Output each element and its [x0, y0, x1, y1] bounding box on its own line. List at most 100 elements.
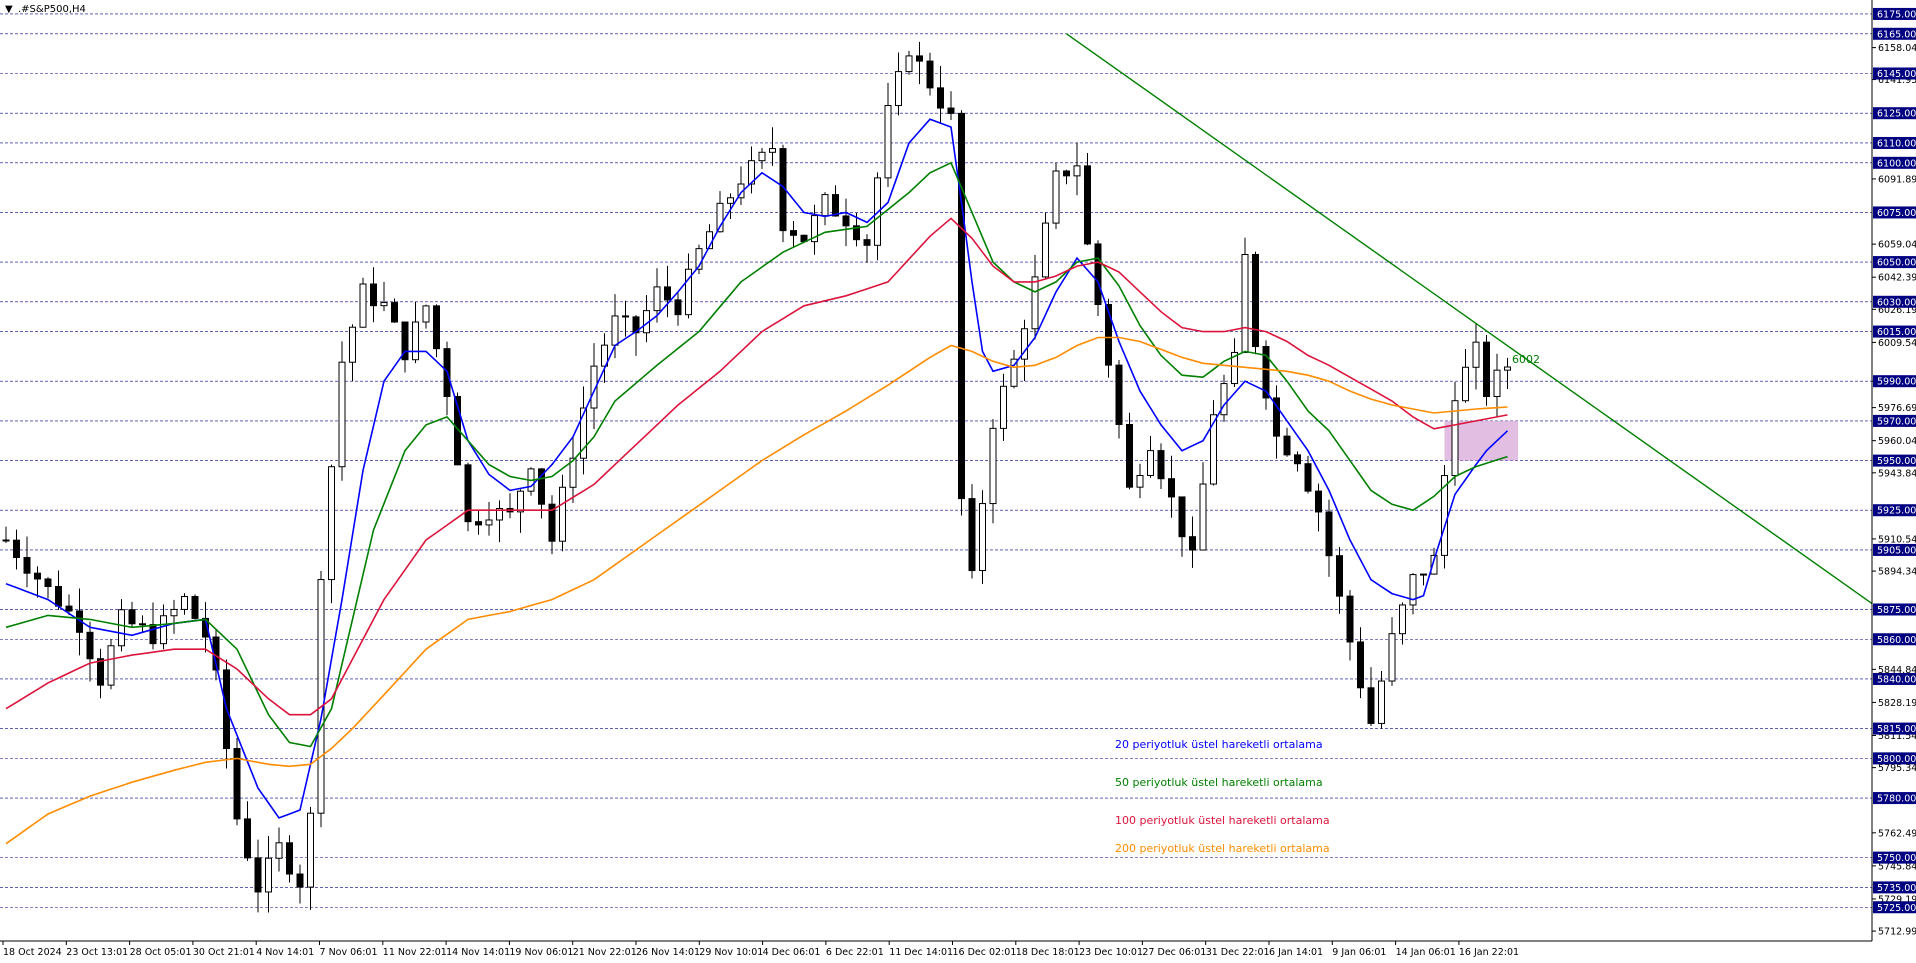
- level-badge-label: 6125.00: [1877, 109, 1916, 120]
- level-badge: [1873, 295, 1916, 308]
- price-tick-label: 5943.84: [1878, 468, 1916, 479]
- candle-bear: [1063, 170, 1070, 177]
- candle-bear: [86, 631, 94, 660]
- candle-bull: [653, 286, 661, 312]
- candle-bull: [359, 283, 367, 328]
- level-badge: [1873, 107, 1916, 120]
- candle-bull: [380, 302, 388, 307]
- level-badge: [1873, 901, 1916, 914]
- candle-bull: [716, 202, 724, 233]
- level-badge-label: 5875.00: [1877, 605, 1916, 616]
- candle-bear: [538, 468, 545, 505]
- level-badge: [1873, 633, 1916, 646]
- candle-bear: [1483, 341, 1490, 398]
- candle-bull: [181, 596, 188, 610]
- candle-bull: [265, 857, 272, 893]
- price-tick-label: 5828.19: [1878, 698, 1916, 709]
- candle-bear: [464, 464, 472, 523]
- candle-bull: [307, 812, 314, 888]
- level-badge: [1873, 206, 1916, 219]
- level-badge-label: 5925.00: [1877, 506, 1916, 517]
- moving-average-layer: [5, 118, 1509, 845]
- candle-bear: [233, 748, 241, 820]
- candle-bear: [1157, 450, 1165, 480]
- price-tick-label: 5795.34: [1878, 763, 1916, 774]
- candle-bear: [1283, 435, 1291, 456]
- candle-bull: [1210, 414, 1217, 485]
- candle-bull: [758, 151, 766, 162]
- level-badge: [1873, 792, 1916, 805]
- candle-bear: [401, 321, 409, 361]
- candle-bull: [1031, 276, 1039, 330]
- candle-bull: [685, 268, 692, 316]
- candle-bull: [601, 344, 608, 367]
- candle-bull: [1420, 573, 1427, 576]
- time-tick-label: 30 Oct 21:01: [193, 947, 255, 958]
- candle-bear: [632, 316, 640, 334]
- time-tick-label: 9 Jan 06:01: [1332, 947, 1386, 958]
- time-tick-label: 23 Dec 10:01: [1079, 947, 1143, 958]
- price-tick-label: 5976.69: [1878, 403, 1916, 414]
- level-badge: [1873, 67, 1916, 80]
- candle-bear: [937, 87, 944, 109]
- grid-layer: [0, 13, 1872, 908]
- candle-bull: [496, 507, 503, 521]
- candle-bear: [790, 230, 797, 236]
- candle-bear: [296, 873, 304, 888]
- candle-bear: [1357, 641, 1364, 689]
- candle-bull: [769, 148, 776, 153]
- candle-bull: [1073, 165, 1081, 177]
- candle-bull: [1042, 222, 1049, 278]
- candle-bull: [160, 615, 167, 645]
- level-badge-label: 5780.00: [1877, 794, 1916, 805]
- candle-bull: [905, 55, 913, 73]
- candle-bear: [958, 112, 965, 500]
- candle-bull: [107, 645, 115, 686]
- price-tick-label: 6158.04: [1878, 43, 1916, 54]
- candle-bull: [1136, 474, 1144, 488]
- level-badge: [1873, 414, 1916, 427]
- candle-bull: [338, 361, 346, 468]
- candle-bull: [412, 321, 419, 361]
- level-badge: [1873, 851, 1916, 864]
- candle-bear: [149, 624, 157, 645]
- ma-line-3: [5, 217, 1508, 716]
- candle-bear: [1325, 511, 1333, 557]
- time-tick-label: 18 Oct 2024: [3, 947, 62, 958]
- candle-bear: [664, 286, 671, 301]
- time-tick-label: 19 Nov 06:01: [509, 947, 573, 958]
- level-badge: [1873, 722, 1916, 735]
- time-tick-label: 28 Oct 05:01: [130, 947, 192, 958]
- time-tick-label: 18 Dec 18:01: [1016, 947, 1080, 958]
- candle-bull: [559, 486, 566, 542]
- candle-bull: [569, 457, 577, 488]
- candle-bull: [611, 315, 619, 346]
- time-tick-label: 26 Nov 14:01: [636, 947, 700, 958]
- price-tick-label: 5762.49: [1878, 828, 1916, 839]
- candle-bear: [1168, 478, 1175, 498]
- candle-bull: [118, 609, 125, 647]
- level-badge-label: 5860.00: [1877, 635, 1916, 646]
- level-badge-label: 5990.00: [1877, 377, 1916, 388]
- candle-bear: [97, 658, 104, 686]
- candle-bull: [1462, 366, 1469, 402]
- level-badge: [1873, 7, 1916, 20]
- candle-bear: [1094, 243, 1102, 306]
- candle-bull: [1010, 358, 1018, 387]
- ma-line-1: [5, 118, 1509, 819]
- candle-bear: [1273, 397, 1280, 437]
- candle-bear: [916, 55, 923, 62]
- candle-bear: [139, 623, 146, 626]
- candle-bull: [1220, 383, 1228, 416]
- trendline[interactable]: [1066, 33, 1873, 605]
- level-badge: [1873, 454, 1916, 467]
- time-tick-label: 4 Nov 14:01: [256, 947, 314, 958]
- candle-bull: [580, 407, 587, 459]
- price-tick-label: 5729.19: [1878, 894, 1916, 905]
- candle-bull: [1409, 574, 1417, 606]
- candle-bull: [1399, 604, 1406, 635]
- price-tick-label: 5960.04: [1878, 436, 1916, 447]
- ma-line-2: [5, 161, 1508, 748]
- level-badge-label: 6175.00: [1877, 9, 1916, 20]
